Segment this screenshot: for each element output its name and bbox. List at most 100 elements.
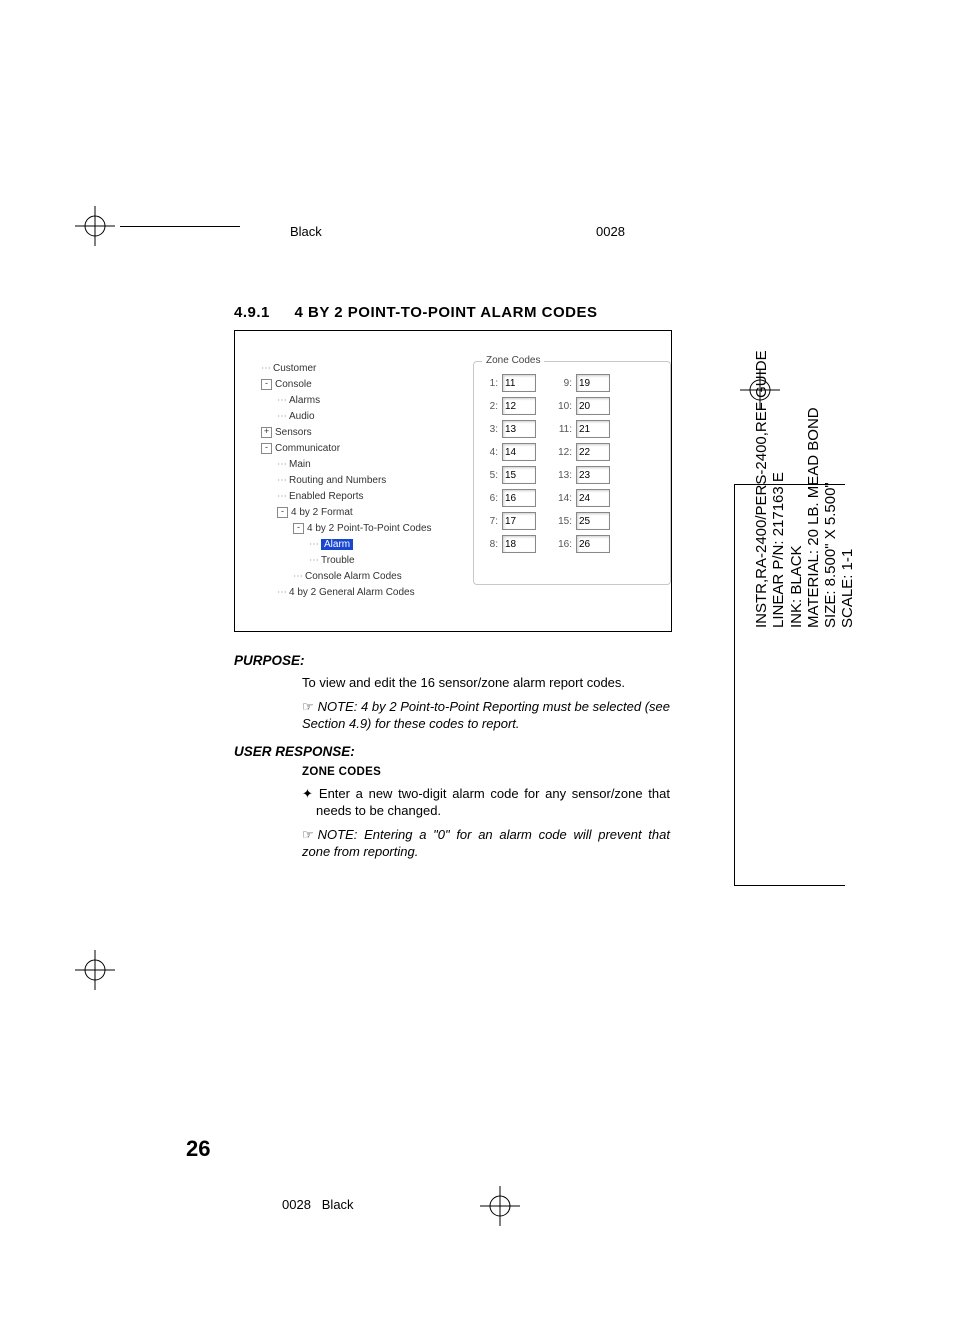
tree-node[interactable]: ⋯Routing and Numbers [253, 473, 453, 489]
tree-node[interactable]: ⋯Console Alarm Codes [253, 569, 453, 585]
zone-code-input[interactable] [502, 397, 536, 415]
tree-node[interactable]: ⋯4 by 2 General Alarm Codes [253, 585, 453, 601]
zone-label: 16: [556, 539, 572, 550]
tree-node-label: 4 by 2 Point-To-Point Codes [307, 523, 432, 534]
tree-node-label: Alarm [321, 539, 353, 550]
zone-label: 2: [482, 401, 498, 412]
tree-node[interactable]: ⋯Main [253, 457, 453, 473]
user-response-heading: USER RESPONSE: [234, 743, 670, 761]
zone-label: 4: [482, 447, 498, 458]
tree-node-label: Sensors [275, 427, 312, 438]
footer-label: 0028 Black [282, 1197, 354, 1212]
purpose-note: ☞NOTE: 4 by 2 Point-to-Point Reporting m… [302, 698, 670, 733]
tree-node[interactable]: ⋯Enabled Reports [253, 489, 453, 505]
tree-node[interactable]: ⋯Alarm [253, 537, 453, 553]
zone-label: 13: [556, 470, 572, 481]
bullet-item: ✦Enter a new two-digit alarm code for an… [302, 785, 670, 820]
tree-node[interactable]: ⋯Alarms [253, 393, 453, 409]
zone-code-input[interactable] [576, 397, 610, 415]
zone-label: 15: [556, 516, 572, 527]
zone-code-row: 12: [556, 443, 610, 461]
tree-expander-icon[interactable]: + [261, 427, 272, 438]
tree-node-label: 4 by 2 General Alarm Codes [289, 587, 415, 598]
zone-code-input[interactable] [502, 374, 536, 392]
zone-label: 12: [556, 447, 572, 458]
zone-code-row: 3: [482, 420, 536, 438]
screenshot-frame: ⋯Customer-Console⋯Alarms⋯Audio+Sensors-C… [234, 330, 672, 632]
tree-node[interactable]: -4 by 2 Point-To-Point Codes [253, 521, 453, 537]
zone-code-row: 6: [482, 489, 536, 507]
zone-codes-panel-title: Zone Codes [482, 355, 544, 366]
tree-node[interactable]: -Communicator [253, 441, 453, 457]
tree-node-label: Console Alarm Codes [305, 571, 402, 582]
zone-label: 6: [482, 493, 498, 504]
zone-code-input[interactable] [576, 374, 610, 392]
registration-mark-icon [480, 1186, 520, 1226]
zone-label: 11: [556, 424, 572, 435]
tree-node[interactable]: -Console [253, 377, 453, 393]
zone-code-row: 16: [556, 535, 610, 553]
tree-expander-icon[interactable]: - [261, 443, 272, 454]
zone-code-input[interactable] [576, 420, 610, 438]
zone-code-row: 11: [556, 420, 610, 438]
zone-codes-subheading: ZONE CODES [302, 765, 670, 781]
zone-code-row: 15: [556, 512, 610, 530]
tree-node-label: 4 by 2 Format [291, 507, 353, 518]
zone-code-row: 7: [482, 512, 536, 530]
zone-code-row: 13: [556, 466, 610, 484]
registration-mark-icon [75, 950, 115, 990]
tree-expander-icon[interactable]: - [293, 523, 304, 534]
tree-node[interactable]: +Sensors [253, 425, 453, 441]
bullet-icon: ✦ [302, 786, 313, 801]
zone-code-input[interactable] [502, 443, 536, 461]
registration-mark-icon [75, 206, 115, 246]
zone-note: ☞NOTE: Entering a "0" for an alarm code … [302, 826, 670, 861]
tree-node-label: Console [275, 379, 312, 390]
tree-node-label: Customer [273, 363, 316, 374]
zone-code-input[interactable] [502, 489, 536, 507]
tree-node-label: Alarms [289, 395, 320, 406]
zone-label: 10: [556, 401, 572, 412]
tree-node[interactable]: ⋯Audio [253, 409, 453, 425]
zone-label: 1: [482, 378, 498, 389]
tree-node-label: Main [289, 459, 311, 470]
zone-label: 5: [482, 470, 498, 481]
purpose-paragraph: To view and edit the 16 sensor/zone alar… [302, 674, 670, 692]
zone-code-input[interactable] [576, 466, 610, 484]
tree-node-label: Audio [289, 411, 315, 422]
zone-code-input[interactable] [502, 420, 536, 438]
tree-node[interactable]: ⋯Trouble [253, 553, 453, 569]
zone-label: 8: [482, 539, 498, 550]
zone-code-row: 1: [482, 374, 536, 392]
zone-code-row: 8: [482, 535, 536, 553]
zone-col-2: 9: 10: 11: 12: 13: 14: 15: 16: [556, 374, 610, 553]
pointer-icon: ☞ [302, 827, 314, 842]
tree-expander-icon[interactable]: - [277, 507, 288, 518]
zone-code-row: 14: [556, 489, 610, 507]
tree-expander-icon[interactable]: - [261, 379, 272, 390]
zone-label: 14: [556, 493, 572, 504]
tree-node[interactable]: ⋯Customer [253, 361, 453, 377]
zone-code-row: 10: [556, 397, 610, 415]
purpose-heading: PURPOSE: [234, 652, 670, 670]
nav-tree: ⋯Customer-Console⋯Alarms⋯Audio+Sensors-C… [253, 361, 453, 601]
zone-code-input[interactable] [502, 535, 536, 553]
zone-code-input[interactable] [576, 512, 610, 530]
zone-code-input[interactable] [576, 443, 610, 461]
body-text: PURPOSE: To view and edit the 16 sensor/… [234, 652, 670, 871]
zone-label: 9: [556, 378, 572, 389]
zone-code-input[interactable] [576, 489, 610, 507]
zone-col-1: 1: 2: 3: 4: 5: 6: 7: 8: [482, 374, 536, 553]
page-number: 26 [186, 1136, 210, 1162]
pointer-icon: ☞ [302, 699, 314, 714]
section-title: 4 BY 2 POINT-TO-POINT ALARM CODES [295, 304, 598, 321]
zone-codes-panel: Zone Codes 1:2:3:4:5:6:7:8: 9:10:11:12:1… [473, 361, 671, 585]
zone-code-input[interactable] [502, 466, 536, 484]
tree-node[interactable]: -4 by 2 Format [253, 505, 453, 521]
zone-code-row: 5: [482, 466, 536, 484]
zone-code-input[interactable] [576, 535, 610, 553]
zone-code-row: 4: [482, 443, 536, 461]
section-number: 4.9.1 [234, 304, 270, 321]
tree-node-label: Routing and Numbers [289, 475, 386, 486]
zone-code-input[interactable] [502, 512, 536, 530]
